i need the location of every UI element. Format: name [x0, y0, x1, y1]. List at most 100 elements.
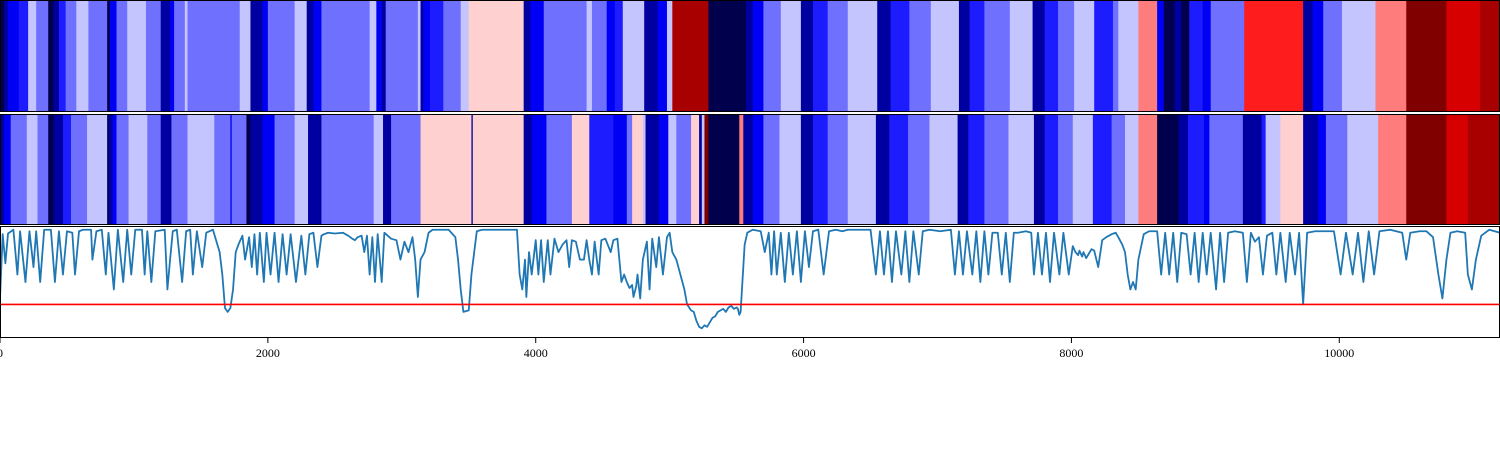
heatmap-top-cell-42	[530, 0, 545, 112]
heatmap-top-cell-49	[644, 0, 659, 112]
heatmap-top-cell-90	[1375, 0, 1407, 112]
heatmap-top-cell-33	[385, 0, 419, 112]
heatmap-top-cell-29	[321, 0, 371, 112]
heatmap-top-cell-36	[423, 0, 431, 112]
heatmap-middle-cell-66	[957, 114, 969, 225]
heatmap-top-cell-93	[1479, 0, 1500, 112]
heatmap-top-cell-66	[958, 0, 971, 112]
heatmap-middle-cell-30	[383, 114, 392, 225]
heatmap-middle-cell-11	[108, 114, 114, 225]
x-tick-label-3: 6000	[792, 346, 816, 360]
heatmap-middle-cell-89	[1325, 114, 1348, 225]
heatmap-top-cell-46	[606, 0, 616, 112]
heatmap-middle-cell-9	[87, 114, 108, 225]
heatmap-middle-cell-58	[800, 114, 814, 225]
heatmap-top-cell-74	[1094, 0, 1114, 112]
heatmap-middle-cell-77	[1138, 114, 1158, 225]
x-tick-label-1: 2000	[256, 346, 280, 360]
heatmap-top-cell-0	[0, 0, 5, 112]
heatmap-top-cell-61	[847, 0, 878, 112]
heatmap-top-cell-30	[369, 0, 377, 112]
heatmap-middle-cell-75	[1111, 114, 1126, 225]
heatmap-middle-cell-31	[391, 114, 422, 225]
heatmap-top-cell-40	[468, 0, 525, 112]
heatmap-middle-cell-43	[642, 114, 647, 225]
heatmap-top-cell-76	[1118, 0, 1139, 112]
heatmap-middle-cell-80	[1187, 114, 1205, 225]
heatmap-middle-cell-5	[48, 114, 55, 225]
x-axis: 0 2000 4000 6000 8000 10000	[0, 338, 1354, 360]
heatmap-top-cell-86	[1303, 0, 1314, 112]
x-tick-label-2: 4000	[524, 346, 548, 360]
heatmap-middle-cell-15	[147, 114, 162, 225]
heatmap-middle-cell-41	[626, 114, 633, 225]
heatmap-top-cell-17	[160, 0, 171, 112]
heatmap-middle-cell-94	[1467, 114, 1500, 225]
heatmap-middle-cell-27	[308, 114, 323, 225]
heatmap-top-cell-83	[1202, 0, 1212, 112]
heatmap-top-cell-50	[657, 0, 668, 112]
heatmap-middle-cell-78	[1157, 114, 1180, 225]
heatmap-top-cell-79	[1163, 0, 1176, 112]
heatmap-top-cell-15	[127, 0, 147, 112]
heatmap-middle-cell-40	[613, 114, 628, 225]
heatmap-middle-cell-4	[37, 114, 49, 225]
heatmap-middle-cell-82	[1209, 114, 1244, 225]
heatmap-top-cell-20	[184, 0, 189, 112]
heatmap-middle-cell-71	[1044, 114, 1059, 225]
heatmap-top-cell-43	[543, 0, 588, 112]
line-series-group	[0, 228, 1500, 330]
heatmap-middle-cell-8	[70, 114, 88, 225]
heatmap-middle-cell-42	[632, 114, 644, 225]
heatmap-middle-cell-13	[116, 114, 130, 225]
heatmap-middle-cell-32	[420, 114, 473, 225]
heatmap-top-cell-73	[1074, 0, 1095, 112]
heatmap-top-cell-32	[381, 0, 387, 112]
heatmap-top-cell-71	[1044, 0, 1059, 112]
heatmap-middle-cell-70	[1033, 114, 1046, 225]
heatmap-middle-cell-84	[1261, 114, 1267, 225]
heatmap-middle-cell-2	[10, 114, 28, 225]
heatmap-middle-cell-26	[294, 114, 309, 225]
heatmap-middle-cell-46	[668, 114, 677, 225]
heatmap-top-cell-78	[1157, 0, 1165, 112]
heatmap-top-cell-23	[250, 0, 264, 112]
heatmap-middle-cell-88	[1317, 114, 1327, 225]
heatmap-middle-cell-48	[691, 114, 700, 225]
heatmap-middle-cell-86	[1280, 114, 1304, 225]
heatmap-top-cell-57	[780, 0, 802, 112]
heatmap-top-cell-67	[969, 0, 985, 112]
heatmap-top-cell-82	[1189, 0, 1204, 112]
heatmap-top-cell-25	[267, 0, 296, 112]
heatmap-middle-cell-72	[1058, 114, 1074, 225]
heatmap-top-cell-27	[306, 0, 314, 112]
heatmap-top-cell-51	[666, 0, 673, 112]
heatmap-top-cell-12	[107, 0, 111, 112]
heatmap-middle-cell-53	[739, 114, 744, 225]
heatmap-middle-cell-60	[827, 114, 849, 225]
heatmap-middle-cell-87	[1303, 114, 1319, 225]
heatmap-top-cell-11	[88, 0, 108, 112]
heatmap-top-cell-34	[417, 0, 422, 112]
heatmap-middle-cell-29	[373, 114, 384, 225]
x-tick-label-0: 0	[0, 346, 3, 360]
heatmap-middle-cell-44	[645, 114, 660, 225]
heatmap-middle-cell-35	[523, 114, 533, 225]
heatmap-middle-cell-93	[1446, 114, 1469, 225]
heatmap-panel-middle	[0, 114, 1500, 225]
heatmap-middle-cell-12	[112, 114, 118, 225]
heatmap-top-cell-89	[1341, 0, 1377, 112]
heatmap-middle-cell-7	[62, 114, 72, 225]
heatmap-middle-cell-18	[187, 114, 215, 225]
heatmap-top-cell-4	[28, 0, 37, 112]
heatmap-top-cell-8	[58, 0, 67, 112]
heatmap-middle-cell-76	[1125, 114, 1139, 225]
heatmap-middle-cell-38	[571, 114, 590, 225]
heatmap-middle-cell-1	[4, 114, 12, 225]
heatmap-top-cell-68	[984, 0, 1011, 112]
heatmap-middle-cell-17	[171, 114, 189, 225]
x-tick-label-5: 10000	[1324, 346, 1354, 360]
heatmap-middle-cell-16	[160, 114, 173, 225]
heatmap-middle-cell-81	[1204, 114, 1210, 225]
x-tick-label-4: 8000	[1059, 346, 1083, 360]
